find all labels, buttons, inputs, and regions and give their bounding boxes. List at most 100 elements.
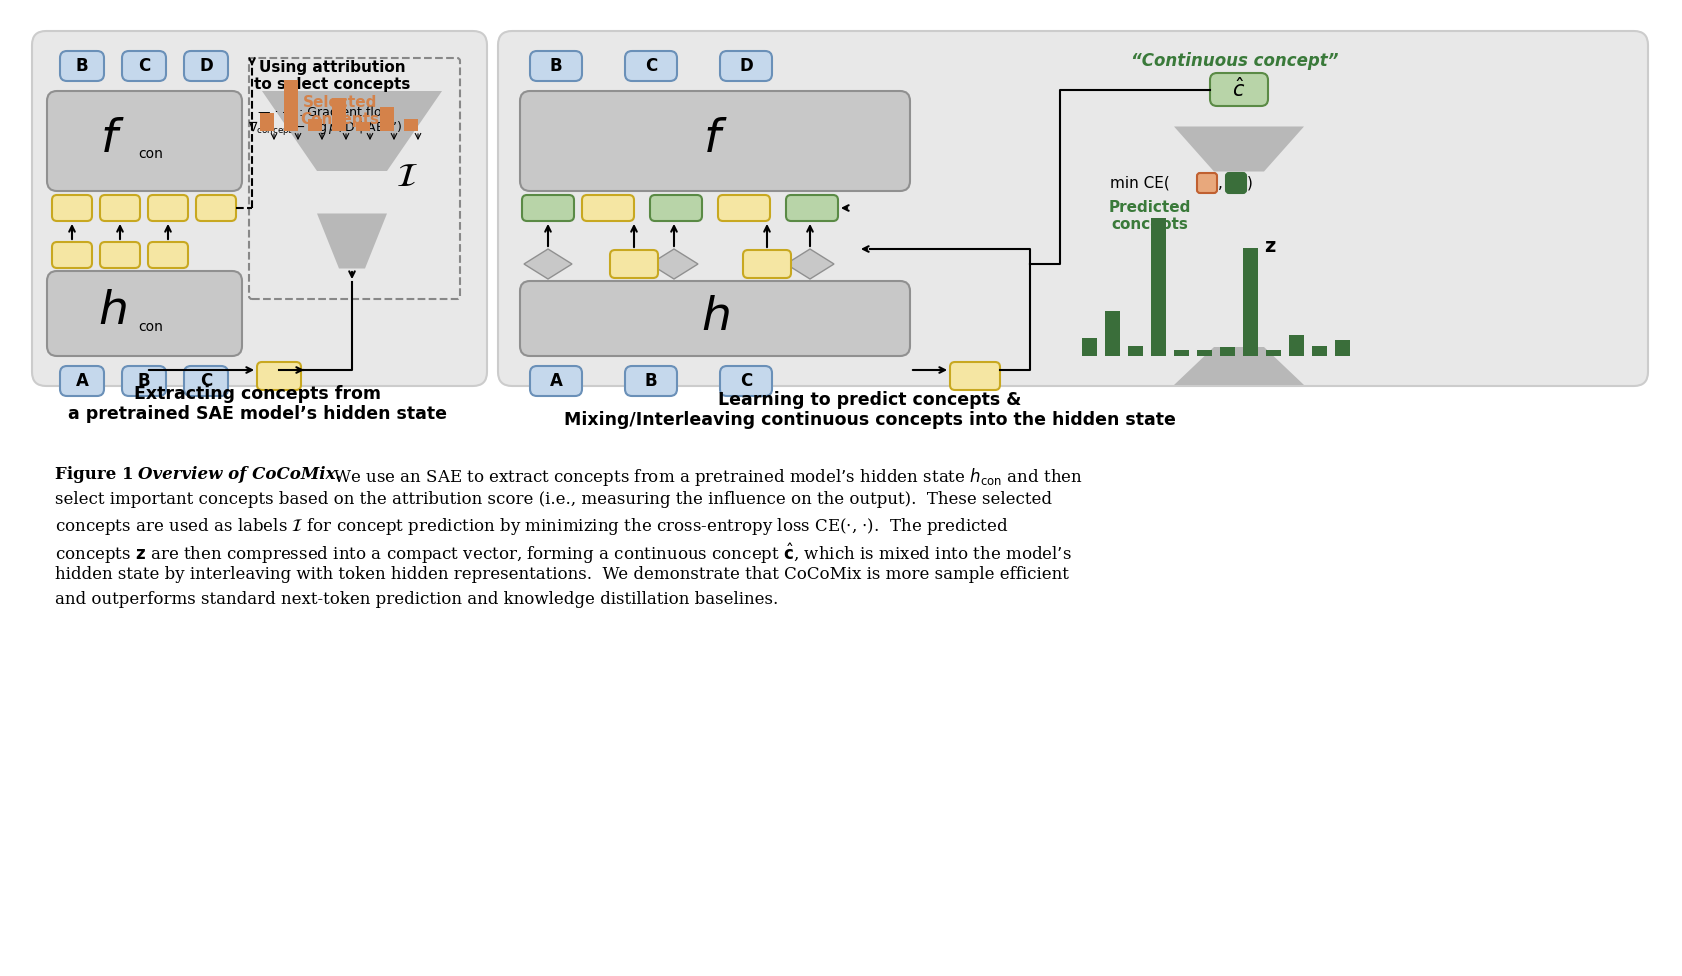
- Text: Extracting concepts from
a pretrained SAE model’s hidden state: Extracting concepts from a pretrained SA…: [69, 385, 447, 424]
- FancyBboxPatch shape: [61, 366, 104, 396]
- FancyBboxPatch shape: [183, 51, 229, 81]
- Bar: [380, 107, 394, 131]
- Bar: [404, 119, 419, 131]
- Text: C: C: [200, 372, 212, 390]
- Text: B: B: [76, 57, 89, 75]
- Text: $\mathcal{I}$: $\mathcal{I}$: [397, 159, 417, 192]
- Polygon shape: [1174, 347, 1304, 385]
- FancyBboxPatch shape: [649, 195, 701, 221]
- Text: “Continuous concept”: “Continuous concept”: [1132, 52, 1339, 70]
- Polygon shape: [262, 91, 442, 171]
- FancyBboxPatch shape: [521, 195, 574, 221]
- Bar: [284, 80, 298, 131]
- Text: Figure 1: Figure 1: [56, 466, 145, 483]
- FancyBboxPatch shape: [520, 91, 910, 191]
- FancyBboxPatch shape: [1209, 73, 1268, 106]
- Bar: [357, 122, 370, 131]
- Text: C: C: [138, 57, 150, 75]
- Text: C: C: [644, 57, 658, 75]
- Text: concepts are used as labels $\mathcal{I}$ for concept prediction by minimizing t: concepts are used as labels $\mathcal{I}…: [56, 516, 1009, 537]
- Text: D: D: [198, 57, 214, 75]
- Text: A: A: [76, 372, 89, 390]
- Bar: [1243, 248, 1258, 356]
- Text: $f$: $f$: [99, 116, 124, 161]
- Polygon shape: [316, 214, 387, 268]
- Bar: [1290, 335, 1305, 356]
- Bar: [1336, 340, 1351, 356]
- FancyBboxPatch shape: [1226, 173, 1246, 193]
- FancyBboxPatch shape: [785, 195, 838, 221]
- Text: Using attribution
to select concepts: Using attribution to select concepts: [254, 60, 410, 92]
- FancyBboxPatch shape: [720, 366, 772, 396]
- Text: C: C: [740, 372, 752, 390]
- Text: $h$: $h$: [701, 296, 730, 341]
- Text: We use an SAE to extract concepts from a pretrained model’s hidden state $h_{\rm: We use an SAE to extract concepts from a…: [328, 466, 1083, 488]
- FancyBboxPatch shape: [123, 51, 167, 81]
- Text: min CE(: min CE(: [1110, 176, 1169, 190]
- FancyBboxPatch shape: [99, 195, 140, 221]
- Text: $\mathbf{z}$: $\mathbf{z}$: [1263, 236, 1277, 256]
- FancyBboxPatch shape: [52, 195, 93, 221]
- FancyBboxPatch shape: [47, 91, 242, 191]
- FancyBboxPatch shape: [520, 281, 910, 356]
- Polygon shape: [1174, 127, 1304, 172]
- Text: A: A: [550, 372, 562, 390]
- Text: D: D: [738, 57, 754, 75]
- Polygon shape: [649, 249, 698, 279]
- Polygon shape: [785, 249, 834, 279]
- FancyBboxPatch shape: [257, 362, 301, 390]
- Bar: [1105, 311, 1120, 356]
- FancyBboxPatch shape: [197, 195, 235, 221]
- Text: $\hat{c}$: $\hat{c}$: [1233, 77, 1246, 101]
- Bar: [1312, 346, 1327, 356]
- Text: Selected
Concepts: Selected Concepts: [301, 95, 380, 127]
- Bar: [1198, 350, 1213, 356]
- FancyBboxPatch shape: [99, 242, 140, 268]
- Text: B: B: [138, 372, 150, 390]
- FancyBboxPatch shape: [530, 366, 582, 396]
- Text: concepts $\mathbf{z}$ are then compressed into a compact vector, forming a conti: concepts $\mathbf{z}$ are then compresse…: [56, 541, 1071, 565]
- Text: B: B: [550, 57, 562, 75]
- Text: $\nabla_{\rm concept} - \log p({\rm \lq D\rq}|{\rm \lq ABC\rq})$: $\nabla_{\rm concept} - \log p({\rm \lq …: [247, 120, 402, 138]
- FancyBboxPatch shape: [148, 195, 188, 221]
- FancyBboxPatch shape: [626, 366, 676, 396]
- FancyBboxPatch shape: [61, 51, 104, 81]
- FancyBboxPatch shape: [950, 362, 1001, 390]
- FancyBboxPatch shape: [582, 195, 634, 221]
- FancyBboxPatch shape: [123, 366, 167, 396]
- Text: ): ): [1246, 176, 1253, 190]
- Text: Learning to predict concepts &
Mixing/Interleaving continuous concepts into the : Learning to predict concepts & Mixing/In…: [563, 390, 1176, 429]
- Text: — · — : Gradient flow: — · — : Gradient flow: [257, 106, 392, 119]
- Bar: [1152, 218, 1167, 356]
- FancyBboxPatch shape: [626, 51, 676, 81]
- Bar: [261, 113, 274, 131]
- Text: $h$: $h$: [98, 290, 126, 335]
- Text: select important concepts based on the attribution score (i.e., measuring the in: select important concepts based on the a…: [56, 491, 1051, 508]
- FancyBboxPatch shape: [148, 242, 188, 268]
- Text: hidden state by interleaving with token hidden representations.  We demonstrate : hidden state by interleaving with token …: [56, 566, 1068, 583]
- Text: con: con: [138, 320, 163, 334]
- Bar: [1174, 350, 1189, 356]
- FancyBboxPatch shape: [611, 250, 658, 278]
- Text: Predicted
concepts: Predicted concepts: [1108, 200, 1191, 232]
- Bar: [308, 119, 321, 131]
- Text: $f$: $f$: [703, 116, 727, 161]
- FancyBboxPatch shape: [1198, 173, 1218, 193]
- Text: con: con: [138, 147, 163, 161]
- Bar: [1267, 350, 1282, 356]
- FancyBboxPatch shape: [47, 271, 242, 356]
- FancyBboxPatch shape: [743, 250, 791, 278]
- Text: and outperforms standard next-token prediction and knowledge distillation baseli: and outperforms standard next-token pred…: [56, 591, 779, 608]
- Text: ,: ,: [1218, 176, 1223, 190]
- FancyBboxPatch shape: [183, 366, 229, 396]
- Text: Overview of CoCoMix.: Overview of CoCoMix.: [138, 466, 341, 483]
- FancyBboxPatch shape: [530, 51, 582, 81]
- Polygon shape: [525, 249, 572, 279]
- Bar: [1129, 346, 1144, 356]
- FancyBboxPatch shape: [498, 31, 1648, 386]
- FancyBboxPatch shape: [52, 242, 93, 268]
- FancyBboxPatch shape: [720, 51, 772, 81]
- FancyBboxPatch shape: [718, 195, 770, 221]
- FancyBboxPatch shape: [32, 31, 488, 386]
- Bar: [1083, 338, 1097, 356]
